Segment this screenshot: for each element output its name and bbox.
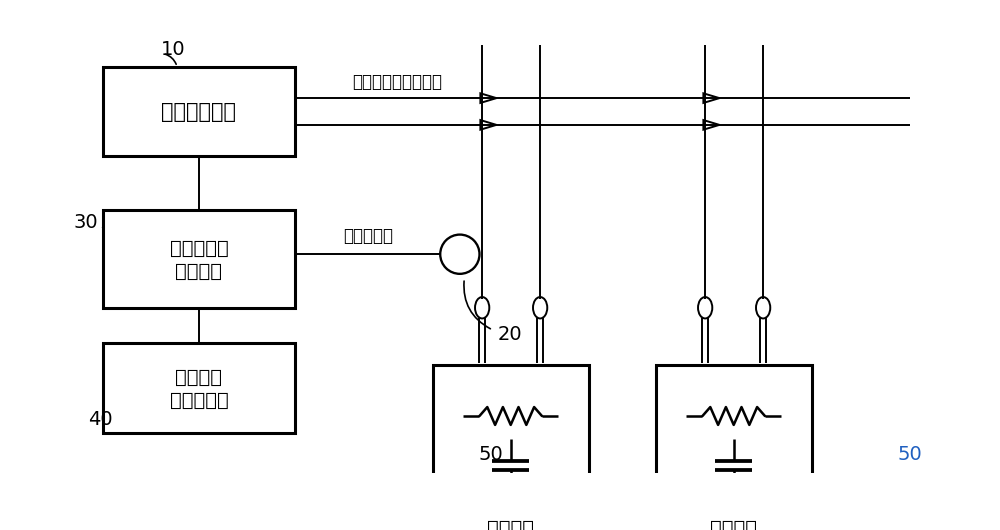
Ellipse shape bbox=[698, 297, 712, 319]
Bar bbox=[103, 67, 295, 156]
Text: 20: 20 bbox=[497, 325, 522, 344]
Text: 10: 10 bbox=[161, 40, 186, 58]
Polygon shape bbox=[703, 93, 719, 103]
Ellipse shape bbox=[756, 297, 770, 319]
Bar bbox=[103, 210, 295, 308]
Circle shape bbox=[440, 235, 479, 274]
Text: 钳形互感器: 钳形互感器 bbox=[343, 227, 393, 245]
Text: 测量模块: 测量模块 bbox=[175, 262, 222, 281]
Bar bbox=[103, 343, 295, 432]
Text: 高角度精度: 高角度精度 bbox=[170, 238, 228, 258]
Text: 低频高压电源: 低频高压电源 bbox=[161, 102, 236, 121]
Text: 50: 50 bbox=[898, 445, 923, 464]
Text: 待测电容: 待测电容 bbox=[487, 518, 534, 530]
Polygon shape bbox=[480, 120, 496, 130]
Polygon shape bbox=[480, 93, 496, 103]
Text: 50: 50 bbox=[479, 445, 503, 464]
Ellipse shape bbox=[533, 297, 547, 319]
Text: 测试激励与电压反馈: 测试激励与电压反馈 bbox=[352, 73, 442, 91]
Text: 人机交互: 人机交互 bbox=[175, 368, 222, 387]
Text: 30: 30 bbox=[74, 214, 99, 233]
Text: 及接口模块: 及接口模块 bbox=[170, 391, 228, 410]
Polygon shape bbox=[703, 120, 719, 130]
Text: 40: 40 bbox=[88, 410, 113, 429]
Text: 待测电容: 待测电容 bbox=[710, 518, 757, 530]
Ellipse shape bbox=[475, 297, 489, 319]
Bar bbox=[433, 365, 589, 503]
Bar bbox=[656, 365, 812, 503]
